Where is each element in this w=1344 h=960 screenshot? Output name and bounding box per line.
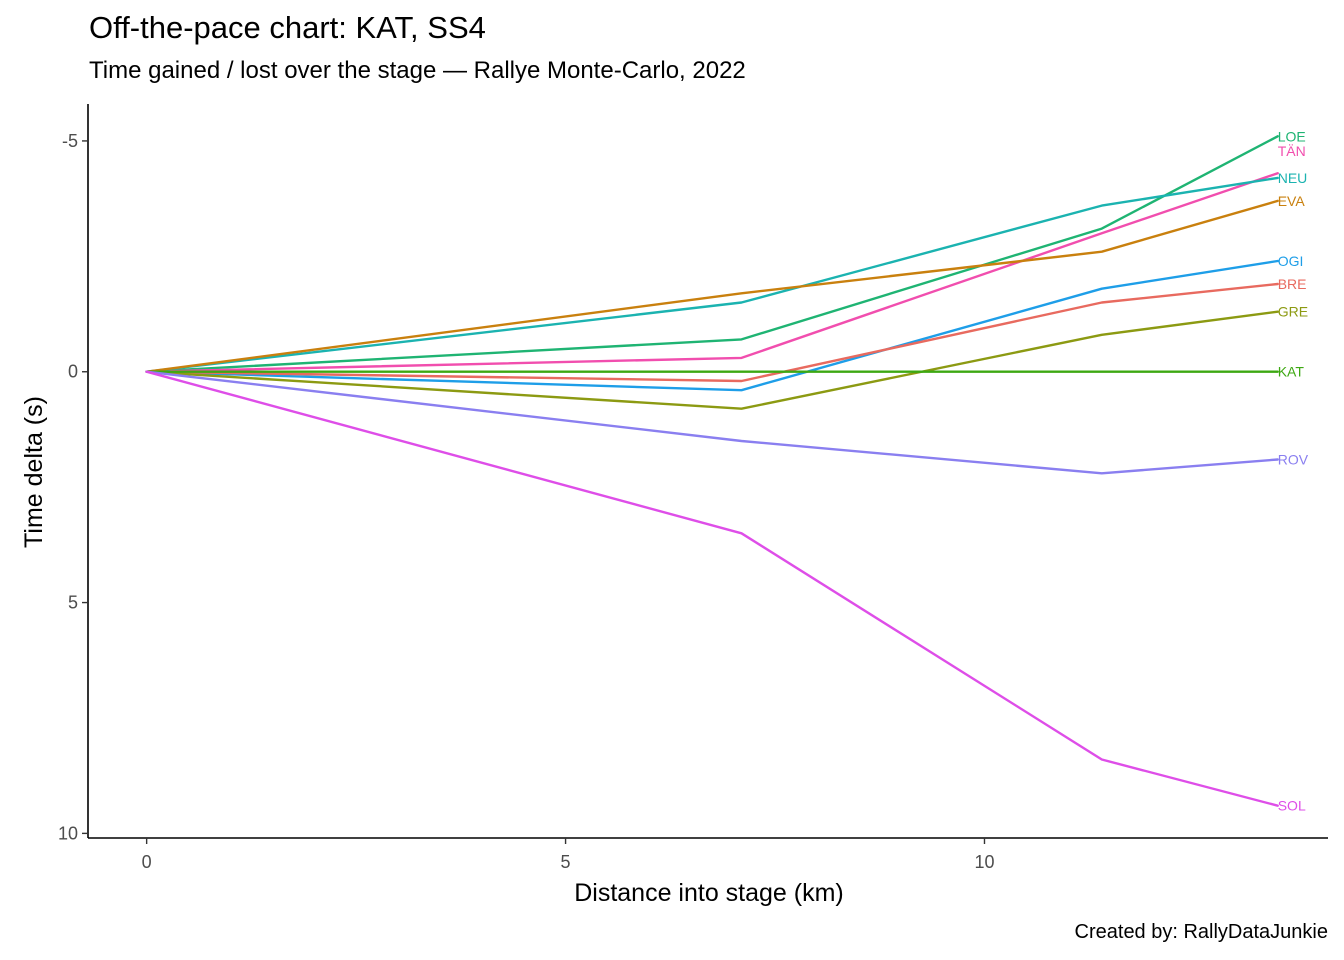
x-tick-label: 0 <box>142 852 152 872</box>
series-line-gre <box>145 310 1279 410</box>
series-label-kat: KAT <box>1278 364 1305 380</box>
series-line-bre <box>145 282 1279 383</box>
series-label-loe: LOE <box>1278 128 1306 144</box>
series-label-gre: GRE <box>1278 304 1308 320</box>
series-label-sol: SOL <box>1278 798 1306 814</box>
series-label-ogi: OGI <box>1278 253 1304 269</box>
series-line-loe <box>145 135 1279 373</box>
x-tick-label: 5 <box>561 852 571 872</box>
x-axis-title: Distance into stage (km) <box>574 879 844 907</box>
series-label-eva: EVA <box>1278 193 1306 209</box>
series-line-neu <box>145 176 1279 373</box>
y-tick-label: 5 <box>68 593 78 613</box>
series-line-tän <box>145 171 1279 373</box>
series-lines <box>145 135 1279 807</box>
x-tick-label: 10 <box>974 852 994 872</box>
y-tick-label: 0 <box>68 362 78 382</box>
chart-subtitle: Time gained / lost over the stage — Rall… <box>89 57 746 84</box>
series-label-tän: TÄN <box>1278 143 1306 159</box>
series-line-ogi <box>145 259 1279 392</box>
chart-title: Off-the-pace chart: KAT, SS4 <box>89 10 486 45</box>
series-line-sol <box>145 370 1279 807</box>
chart-caption: Created by: RallyDataJunkie <box>1074 921 1328 943</box>
y-axis-title: Time delta (s) <box>20 396 48 548</box>
series-label-bre: BRE <box>1278 276 1307 292</box>
series-line-eva <box>145 199 1279 373</box>
y-tick-label: 10 <box>58 823 78 843</box>
series-line-rov <box>145 370 1279 475</box>
axes: 0 5 10 -5 0 5 10 <box>58 104 1328 872</box>
series-label-neu: NEU <box>1278 170 1308 186</box>
series-label-rov: ROV <box>1278 451 1309 467</box>
y-tick-label: -5 <box>62 131 78 151</box>
